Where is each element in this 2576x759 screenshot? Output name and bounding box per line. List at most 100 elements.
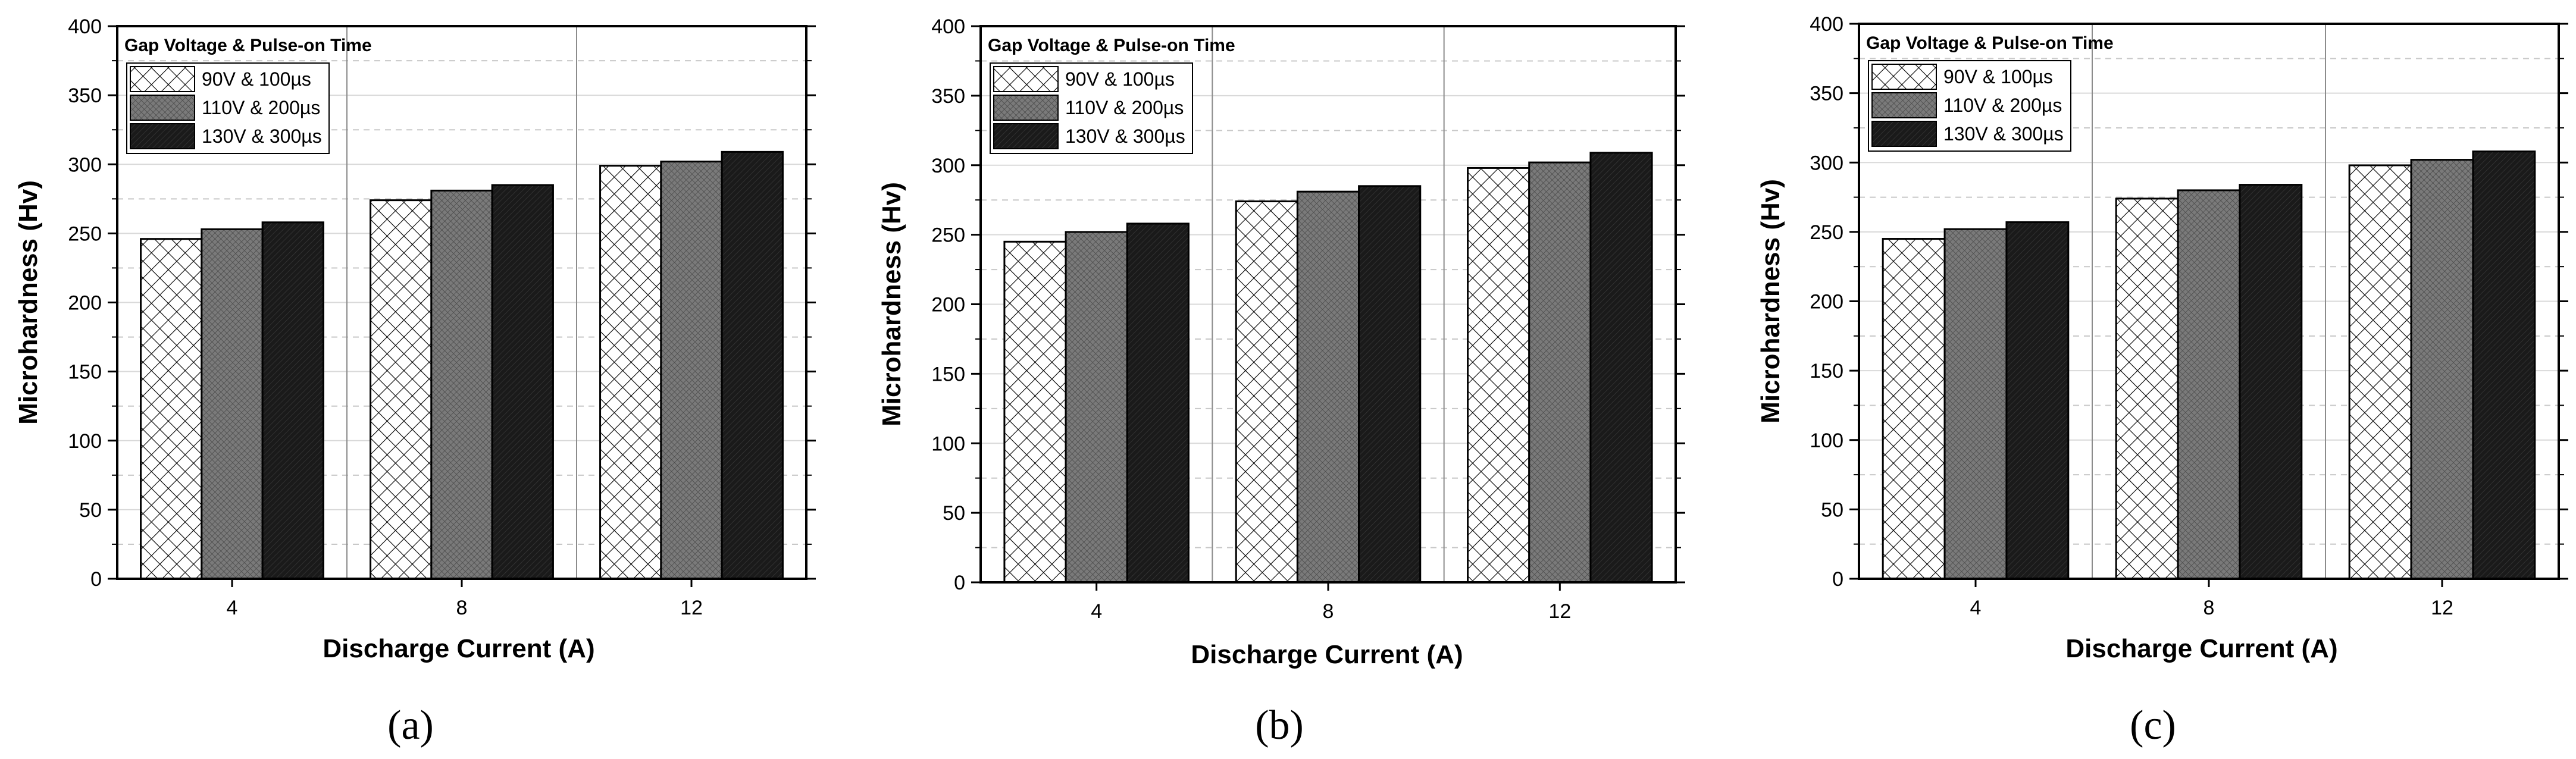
y-tick-label: 0 xyxy=(954,572,965,594)
legend-swatch xyxy=(993,123,1059,149)
legend-title: Gap Voltage & Pulse-on Time xyxy=(1866,33,2114,53)
y-tick-label: 150 xyxy=(68,361,102,384)
y-tick-label: 300 xyxy=(1810,152,1843,174)
legend-item-label: 130V & 300µs xyxy=(1943,123,2064,145)
panel-label: (a) xyxy=(387,702,434,748)
bar xyxy=(261,221,324,580)
x-tick-label: 12 xyxy=(2431,597,2453,619)
x-tick-label: 8 xyxy=(456,597,468,619)
y-tick-label: 400 xyxy=(68,15,102,38)
y-tick-label: 200 xyxy=(931,294,965,316)
y-tick-label: 0 xyxy=(90,568,102,591)
y-tick-label: 50 xyxy=(79,499,102,522)
legend-title: Gap Voltage & Pulse-on Time xyxy=(988,36,1235,55)
legend-item-label: 110V & 200µs xyxy=(1943,95,2062,116)
bar xyxy=(1528,161,1592,584)
y-tick-label: 50 xyxy=(943,502,965,525)
bar xyxy=(2348,164,2412,580)
legend-swatch xyxy=(1871,64,1937,90)
bar xyxy=(1589,152,1653,584)
legend-item-label: 90V & 100µs xyxy=(1065,68,1175,90)
legend-title: Gap Voltage & Pulse-on Time xyxy=(124,36,372,55)
x-tick-label: 4 xyxy=(1091,600,1102,623)
bar xyxy=(201,228,264,580)
x-axis-title: Discharge Current (A) xyxy=(2065,634,2337,663)
y-tick-label: 250 xyxy=(1810,221,1843,244)
x-axis-title: Discharge Current (A) xyxy=(1191,640,1463,669)
plot-frame xyxy=(1858,23,2560,580)
bar xyxy=(2472,150,2536,580)
x-tick-label: 4 xyxy=(1970,597,1982,619)
x-tick-label: 4 xyxy=(227,597,238,619)
legend-item-label: 110V & 200µs xyxy=(202,97,320,118)
bar xyxy=(1126,222,1190,584)
y-tick-label: 250 xyxy=(931,224,965,247)
y-tick-label: 300 xyxy=(931,155,965,177)
y-tick-label: 50 xyxy=(1821,498,1843,521)
y-tick-label: 350 xyxy=(931,85,965,108)
legend-swatch xyxy=(1871,92,1937,118)
bar xyxy=(1943,228,2008,580)
chart-panel-3: 4 8 12 0 50 100 150 200 250 300 350 400 Gap Voltage … xyxy=(1756,13,2568,748)
bar xyxy=(1882,238,1946,580)
bar xyxy=(1467,167,1530,584)
legend-swatch xyxy=(1871,121,1937,147)
bar xyxy=(430,189,493,580)
y-tick-label: 200 xyxy=(1810,291,1843,313)
y-tick-label: 150 xyxy=(1810,360,1843,382)
legend-item-label: 130V & 300µs xyxy=(202,126,322,147)
y-axis-title: Microhardness (Hv) xyxy=(877,182,906,426)
x-tick-label: 12 xyxy=(1548,600,1571,623)
y-axis-title: Microhardness (Hv) xyxy=(1756,179,1785,424)
bar xyxy=(1065,231,1128,584)
bar xyxy=(370,199,433,580)
y-tick-label: 300 xyxy=(68,153,102,176)
legend-item-label: 90V & 100µs xyxy=(1943,66,2053,87)
y-tick-label: 350 xyxy=(1810,83,1843,105)
chart-panel-1: 4 8 12 0 50 100 150 200 250 300 350 400 Gap Voltage … xyxy=(14,15,816,748)
bar xyxy=(1358,185,1422,584)
bar xyxy=(2177,189,2241,580)
bar xyxy=(2115,197,2179,580)
bar xyxy=(491,184,554,580)
y-tick-label: 100 xyxy=(68,430,102,453)
y-tick-label: 400 xyxy=(1810,13,1843,36)
bar xyxy=(721,150,784,580)
legend-swatch xyxy=(130,66,195,92)
legend-item-label: 110V & 200µs xyxy=(1065,97,1184,118)
y-tick-label: 150 xyxy=(931,363,965,385)
y-tick-label: 100 xyxy=(931,432,965,455)
y-tick-label: 250 xyxy=(68,222,102,245)
bar xyxy=(140,238,203,580)
bar xyxy=(599,165,662,580)
bar xyxy=(2239,184,2303,580)
bar xyxy=(660,161,723,580)
bar xyxy=(2005,221,2070,580)
x-tick-label: 12 xyxy=(680,597,703,619)
y-tick-label: 100 xyxy=(1810,429,1843,452)
bar xyxy=(1235,200,1298,584)
y-tick-label: 400 xyxy=(931,15,965,38)
legend-item-label: 90V & 100µs xyxy=(202,68,311,90)
panel-label: (b) xyxy=(1255,702,1304,748)
legend-swatch xyxy=(993,95,1059,121)
x-axis-title: Discharge Current (A) xyxy=(323,634,594,663)
bar xyxy=(1003,240,1067,584)
legend-swatch xyxy=(130,95,195,121)
y-axis-title: Microhardness (Hv) xyxy=(14,180,43,425)
panel-label: (c) xyxy=(2130,702,2176,748)
legend-swatch xyxy=(130,123,195,149)
x-tick-label: 8 xyxy=(1323,600,1334,623)
plot-frame xyxy=(979,25,1677,584)
y-tick-label: 350 xyxy=(68,84,102,107)
plot-frame xyxy=(116,25,807,580)
bar xyxy=(2410,159,2474,580)
x-tick-label: 8 xyxy=(2203,597,2215,619)
chart-panel-2: 4 8 12 0 50 100 150 200 250 300 350 400 Gap Voltage … xyxy=(877,15,1685,748)
legend-swatch xyxy=(993,66,1059,92)
bar xyxy=(1296,190,1360,584)
y-tick-label: 200 xyxy=(68,292,102,315)
legend-item-label: 130V & 300µs xyxy=(1065,126,1185,147)
y-tick-label: 0 xyxy=(1832,568,1843,591)
